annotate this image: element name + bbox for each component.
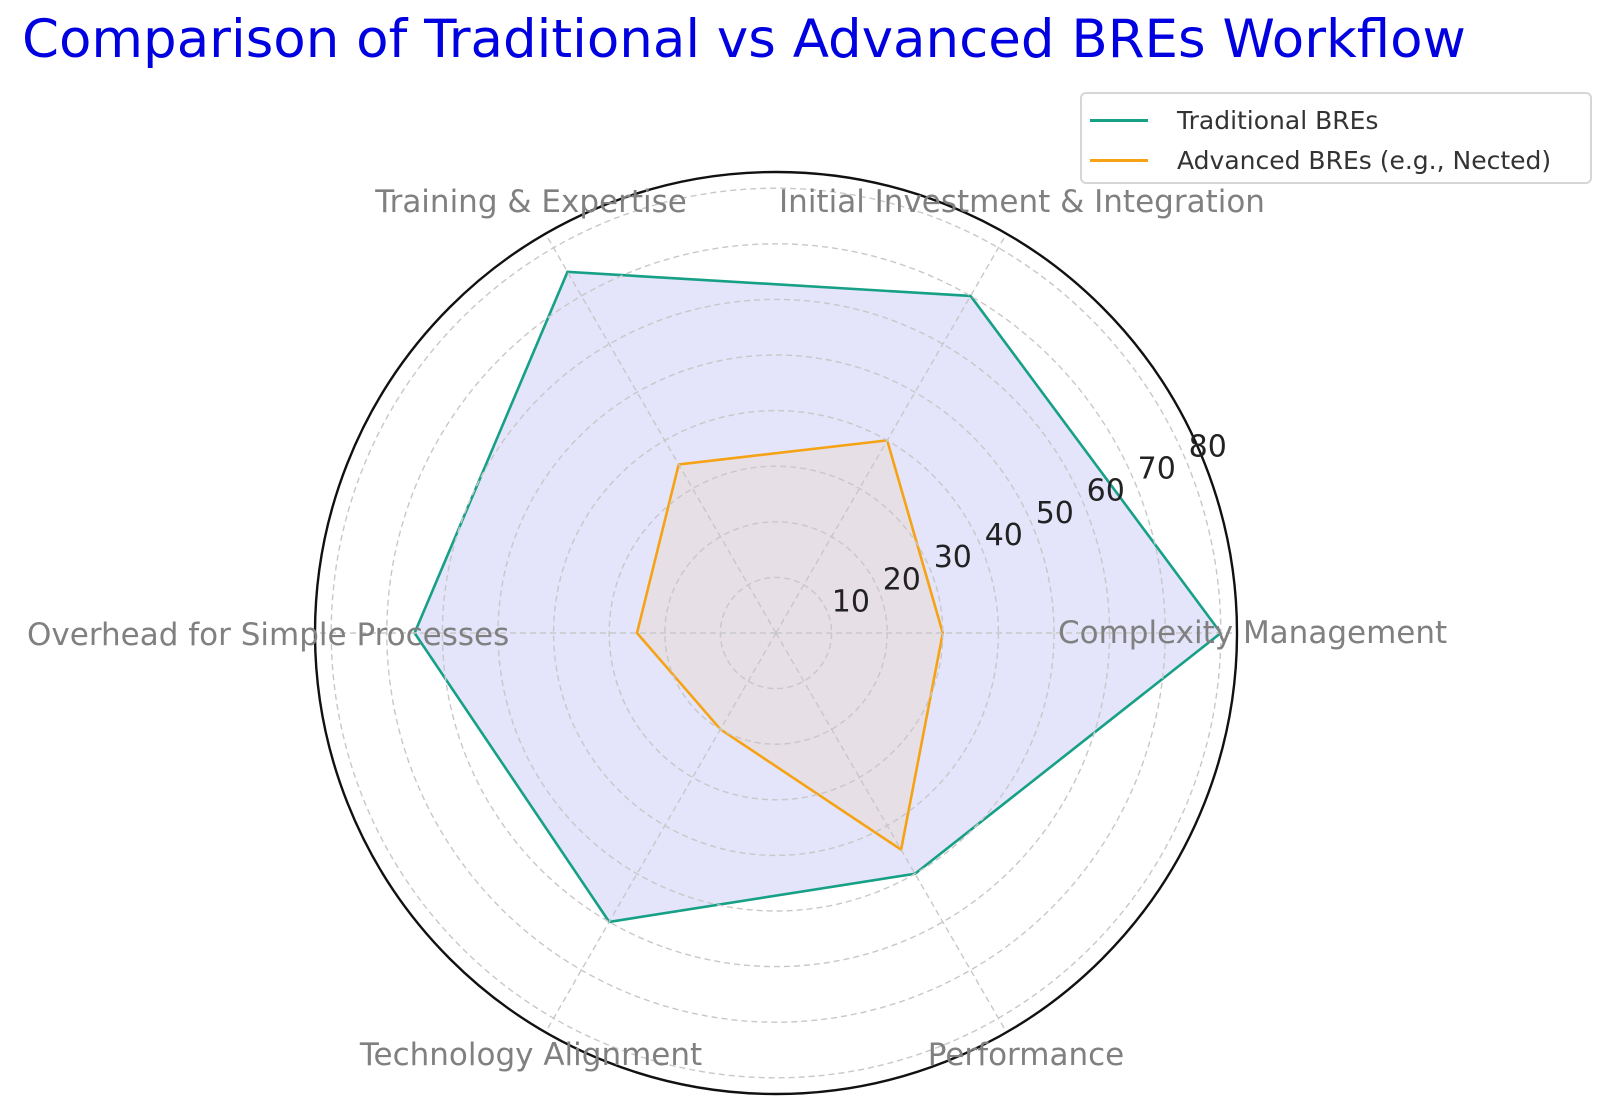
legend-item-traditional: Traditional BREs <box>1090 102 1378 138</box>
axis-label: Initial Investment & Integration <box>779 184 1265 220</box>
radial-tick-label: 80 <box>1189 429 1227 464</box>
legend-label: Advanced BREs (e.g., Nected) <box>1177 145 1552 175</box>
radial-tick-label: 20 <box>883 562 921 597</box>
polar-frame <box>313 170 1239 1096</box>
radial-tick-label: 40 <box>985 518 1023 553</box>
grid-spoke <box>775 632 1008 1033</box>
radial-tick-label: 70 <box>1138 451 1176 486</box>
legend: Traditional BREs Advanced BREs (e.g., Ne… <box>1080 92 1592 184</box>
radial-tick-label: 10 <box>832 584 870 619</box>
grid-spoke <box>544 233 777 634</box>
legend-line-icon <box>1090 158 1148 162</box>
grid <box>315 187 1237 1079</box>
grid-ring <box>497 354 1055 912</box>
radial-tick-label: 30 <box>934 540 972 575</box>
outer-frame <box>313 170 1239 1096</box>
axis-labels: Complexity Management Initial Investment … <box>27 184 1447 1073</box>
legend-line-icon <box>1090 118 1148 122</box>
axis-label: Technology Alignment <box>359 1037 702 1073</box>
grid-ring <box>386 243 1166 1023</box>
radial-tick-label: 60 <box>1087 474 1125 509</box>
chart-title: Comparison of Traditional vs Advanced BR… <box>22 9 1466 70</box>
axis-label: Overhead for Simple Processes <box>27 617 509 653</box>
grid-ring <box>608 465 944 801</box>
grid-spoke <box>544 632 777 1033</box>
grid-spoke <box>775 233 1008 634</box>
radial-tick-labels: 10 20 30 40 50 60 70 80 <box>832 429 1227 619</box>
axis-label: Performance <box>928 1037 1124 1073</box>
axis-label: Complexity Management <box>1058 615 1447 651</box>
legend-item-advanced: Advanced BREs (e.g., Nected) <box>1090 142 1551 178</box>
series-fill <box>637 440 943 850</box>
axis-label: Training & Expertise <box>374 184 687 220</box>
data-series <box>413 270 1223 924</box>
radial-tick-label: 50 <box>1036 496 1074 531</box>
legend-label: Traditional BREs <box>1177 105 1379 135</box>
